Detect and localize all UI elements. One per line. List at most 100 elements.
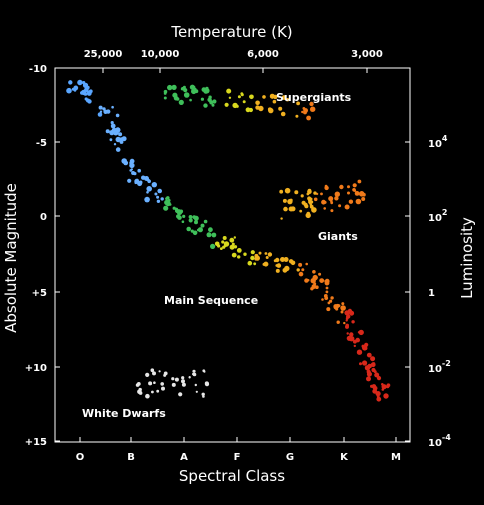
white-dwarfs-label: White Dwarfs [82, 407, 166, 420]
supergiant-star [281, 95, 287, 100]
giant-star [338, 204, 342, 208]
main-sequence-star [188, 218, 193, 223]
main-sequence-star [253, 262, 257, 266]
supergiant-star [271, 96, 274, 99]
main-sequence-star [345, 324, 349, 329]
supergiant-star [249, 95, 252, 98]
giant-star [328, 196, 334, 202]
giant-star [324, 184, 328, 188]
main-sequence-star [138, 180, 143, 185]
main-sequence-star [325, 290, 329, 294]
supergiant-star [235, 104, 239, 108]
giant-star [303, 202, 308, 207]
main-sequence-star [346, 335, 352, 341]
giant-star [300, 194, 304, 198]
supergiant-star [280, 111, 286, 117]
main-sequence-star [372, 388, 378, 394]
main-sequence-star [298, 262, 303, 267]
main-sequence-star [110, 121, 114, 125]
supergiant-star [208, 95, 212, 99]
luminosity-tick-label: 102 [428, 208, 448, 224]
main-sequence-star [151, 182, 157, 188]
main-sequence-star [87, 99, 92, 104]
supergiant-star [242, 100, 246, 104]
main-sequence-star [376, 396, 382, 402]
main-sequence-star [157, 188, 162, 194]
main-sequence-star [135, 178, 139, 182]
main-sequence-star [356, 349, 363, 355]
main-sequence-star [355, 337, 361, 343]
giant-star [299, 209, 303, 213]
main-sequence-star [340, 305, 346, 311]
main-sequence-star [146, 178, 150, 182]
main-sequence-star [275, 268, 280, 273]
supergiant-star [191, 88, 197, 95]
main-sequence-star [364, 347, 368, 350]
main-sequence-star [351, 320, 355, 324]
main-sequence-star [361, 344, 365, 348]
main-sequence-star [312, 270, 316, 274]
giant-star [347, 185, 350, 189]
main-sequence-star [129, 162, 135, 169]
giant-star [313, 197, 318, 202]
main-sequence-star [188, 215, 193, 219]
left-axis-title: Absolute Magnitude [2, 183, 20, 333]
main-sequence-star [148, 188, 151, 191]
main-sequence-star [144, 196, 150, 203]
main-sequence-star [110, 123, 116, 129]
main-sequence-star [80, 91, 84, 95]
main-sequence-star [324, 296, 329, 300]
white-dwarf-star [160, 382, 164, 386]
spectral-tick-label: F [234, 452, 241, 463]
main-sequence-star [222, 236, 227, 240]
main-sequence-star [103, 109, 108, 115]
supergiant-star [200, 97, 204, 101]
supergiant-star [226, 88, 232, 94]
main-sequence-star [275, 257, 280, 263]
giant-star [305, 212, 311, 219]
main-sequence-star [182, 214, 186, 218]
giant-star [283, 206, 288, 212]
white-dwarf-star [171, 382, 176, 387]
supergiant-star [189, 84, 195, 90]
main-sequence-star [208, 227, 213, 233]
main-sequence-star [383, 393, 389, 399]
main-sequence-star [324, 278, 330, 284]
main-sequence-star [229, 237, 235, 243]
spectral-tick-label: A [180, 452, 188, 463]
white-dwarf-star [145, 372, 150, 377]
supergiant-star [163, 92, 167, 95]
luminosity-tick-label: 104 [428, 134, 448, 150]
main-sequence-star [250, 250, 255, 255]
main-sequence-star [99, 110, 103, 113]
supergiant-star [228, 96, 232, 100]
main-sequence-star [82, 81, 86, 85]
main-sequence-star [310, 278, 316, 284]
giant-star [352, 188, 356, 192]
giant-star [354, 191, 360, 196]
main-sequence-star [318, 272, 322, 276]
white-dwarf-star [150, 368, 155, 373]
main-sequence-star [196, 228, 200, 232]
giant-star [347, 191, 350, 195]
white-dwarf-star [153, 381, 156, 385]
main-sequence-star [156, 199, 161, 203]
main-sequence-star [146, 191, 149, 194]
supergiant-star [301, 110, 304, 114]
giant-star [334, 196, 339, 201]
giants-label: Giants [318, 230, 358, 243]
main-sequence-star [347, 308, 353, 314]
white-dwarf-star [192, 372, 197, 377]
giant-star [288, 206, 294, 212]
main-sequence-star [97, 112, 103, 117]
main-sequence-star [349, 332, 354, 337]
main-sequence-star [374, 372, 380, 378]
right-axis-ticks [405, 141, 410, 442]
white-dwarf-star [161, 386, 165, 391]
giant-star [280, 217, 283, 220]
main-sequence-star [219, 247, 223, 251]
main-sequence-star [176, 214, 181, 219]
main-sequence-star [77, 79, 83, 86]
main-sequence-star [371, 367, 376, 373]
main-sequence-star [298, 271, 304, 277]
